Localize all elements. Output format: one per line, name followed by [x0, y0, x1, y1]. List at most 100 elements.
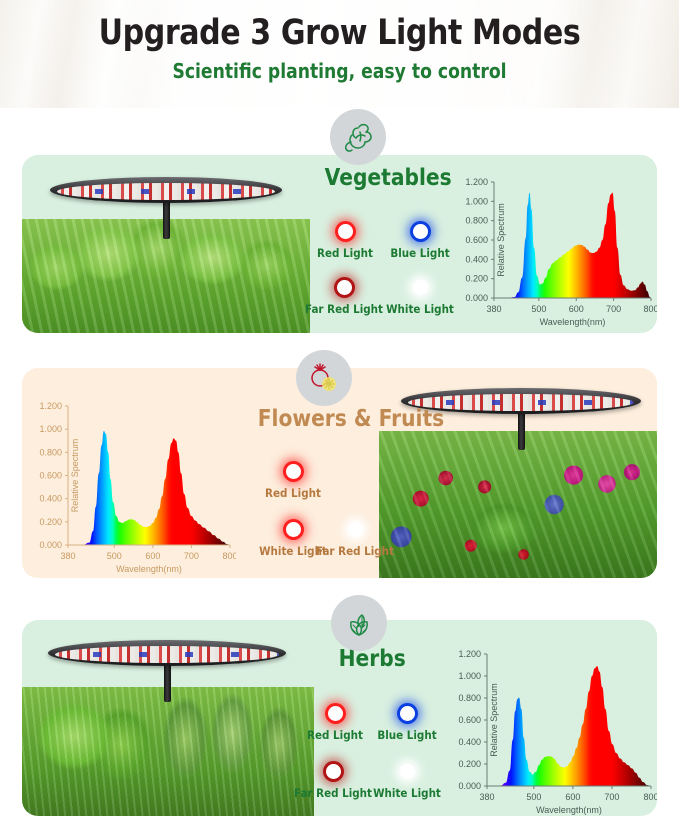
light-item-red-light[interactable]: Red Light [300, 218, 390, 260]
x-axis-label: Wavelength(nm) [540, 317, 606, 327]
far-red-light-dot [325, 763, 341, 779]
y-tick-label: 1.200 [465, 177, 488, 187]
y-tick-label: 0.400 [39, 494, 62, 504]
vegetables-title: Vegetables [324, 165, 452, 191]
y-tick-label: 0.800 [39, 447, 62, 457]
y-tick-label: 1.000 [458, 671, 481, 681]
herb-leaves-icon [350, 614, 368, 636]
light-item-far-red-light[interactable]: Far Red Light [288, 758, 378, 800]
y-tick-label: 1.000 [39, 424, 62, 434]
far-red-light-dot [347, 521, 363, 537]
red-light-dot [337, 223, 353, 239]
y-tick-label: 0.000 [458, 781, 481, 791]
x-axis-label: Wavelength(nm) [116, 564, 182, 574]
x-tick-label: 600 [569, 304, 584, 314]
light-label: White Light [259, 544, 327, 558]
herbs-light-legend: Red Light Blue Light Far Red Light White… [290, 700, 450, 810]
lettuce-icon [345, 123, 372, 152]
grow-light-lamp [401, 388, 641, 452]
y-tick-label: 1.000 [465, 196, 488, 206]
light-item-far-red-light[interactable]: Far Red Light [310, 516, 400, 558]
x-tick-label: 380 [479, 792, 494, 802]
spectrum-plot: 0.000 0.200 0.400 0.600 0.800 1.000 1.200 380 50… [39, 401, 236, 574]
x-axis-label: Wavelength(nm) [536, 805, 602, 815]
light-label: Far Red Light [293, 786, 373, 800]
herbs-icon-badge [331, 595, 387, 651]
x-tick-label: 500 [107, 551, 122, 561]
spectrum-area [494, 192, 651, 298]
light-label: White Light [386, 302, 454, 316]
red-light-dot [327, 705, 343, 721]
light-label: Far Red Light [315, 544, 395, 558]
y-axis-label: Relative Spectrum [496, 203, 506, 277]
white-light-dot [399, 763, 415, 779]
y-tick-label: 0.600 [465, 235, 488, 245]
lamp-pole [163, 660, 171, 702]
y-tick-label: 0.200 [458, 759, 481, 769]
light-item-white-light[interactable]: White Light [362, 758, 452, 800]
light-label: Red Light [265, 486, 321, 500]
vegetables-photo [22, 155, 310, 333]
x-tick-label: 700 [184, 551, 199, 561]
light-item-red-light[interactable]: Red Light [248, 458, 338, 500]
y-tick-label: 0.000 [465, 293, 488, 303]
grow-light-lamp [48, 640, 286, 702]
lamp-pole [517, 408, 525, 450]
header-banner: Upgrade 3 Grow Light Modes Scientific pl… [0, 0, 679, 108]
spectrum-area [487, 666, 651, 786]
lamp-pole [162, 197, 170, 239]
blue-light-dot [412, 223, 428, 239]
light-label: Blue Light [377, 728, 437, 742]
lamp-led-face [56, 183, 276, 200]
red-light-dot [285, 463, 301, 479]
vegetables-spectrum-chart: 0.000 0.200 0.400 0.600 0.800 1.000 1.200 380 50… [450, 176, 657, 328]
y-tick-label: 0.200 [465, 274, 488, 284]
y-axis-label: Relative Spectrum [70, 439, 80, 513]
flowers-fruits-icon-badge [296, 350, 352, 406]
flowers-fruits-title: Flowers & Fruits [257, 406, 445, 432]
y-tick-label: 0.800 [465, 216, 488, 226]
y-tick-label: 1.200 [458, 649, 481, 659]
light-label: Far Red Light [304, 302, 384, 316]
y-tick-label: 0.400 [458, 737, 481, 747]
x-tick-label: 500 [531, 304, 546, 314]
light-item-red-light[interactable]: Red Light [290, 700, 380, 742]
x-tick-label: 500 [526, 792, 541, 802]
light-item-white-light[interactable]: White Light [375, 274, 465, 316]
vegetables-light-legend: Red Light Blue Light Far Red Light White… [299, 218, 454, 328]
flowers-fruits-light-legend: Red Light White Light Far Red Light [248, 458, 428, 568]
light-item-white-light[interactable]: White Light [248, 516, 338, 558]
x-tick-label: 800 [222, 551, 236, 561]
spectrum-plot: 0.000 0.200 0.400 0.600 0.800 1.000 1.200 380 50… [458, 649, 657, 815]
y-tick-label: 0.200 [39, 517, 62, 527]
x-tick-label: 700 [606, 304, 621, 314]
y-tick-label: 0.800 [458, 693, 481, 703]
y-tick-label: 0.600 [458, 715, 481, 725]
light-label: White Light [373, 786, 441, 800]
page-subtitle: Scientific planting, easy to control [172, 59, 507, 83]
tomato-fruit-icon [311, 363, 336, 391]
light-label: Red Light [307, 728, 363, 742]
light-item-blue-light[interactable]: Blue Light [362, 700, 452, 742]
x-tick-label: 380 [60, 551, 75, 561]
y-tick-label: 0.000 [39, 540, 62, 550]
flowers-fruits-photo [379, 368, 657, 578]
section-flowers-fruits [22, 368, 657, 578]
herbs-photo [22, 620, 314, 816]
grow-light-lamp [50, 177, 282, 239]
vegetables-icon-badge [330, 109, 386, 165]
light-item-far-red-light[interactable]: Far Red Light [299, 274, 389, 316]
x-tick-label: 700 [604, 792, 619, 802]
white-light-dot [285, 521, 301, 537]
white-light-dot [412, 279, 428, 295]
spectrum-plot: 0.000 0.200 0.400 0.600 0.800 1.000 1.200 380 50… [465, 177, 657, 327]
y-tick-label: 0.400 [465, 254, 488, 264]
light-item-blue-light[interactable]: Blue Light [375, 218, 465, 260]
x-tick-label: 380 [486, 304, 501, 314]
light-label: Blue Light [390, 246, 450, 260]
page-title: Upgrade 3 Grow Light Modes [98, 13, 581, 53]
x-tick-label: 600 [145, 551, 160, 561]
light-label: Red Light [317, 246, 373, 260]
herbs-title: Herbs [338, 646, 406, 672]
blue-light-dot [399, 705, 415, 721]
